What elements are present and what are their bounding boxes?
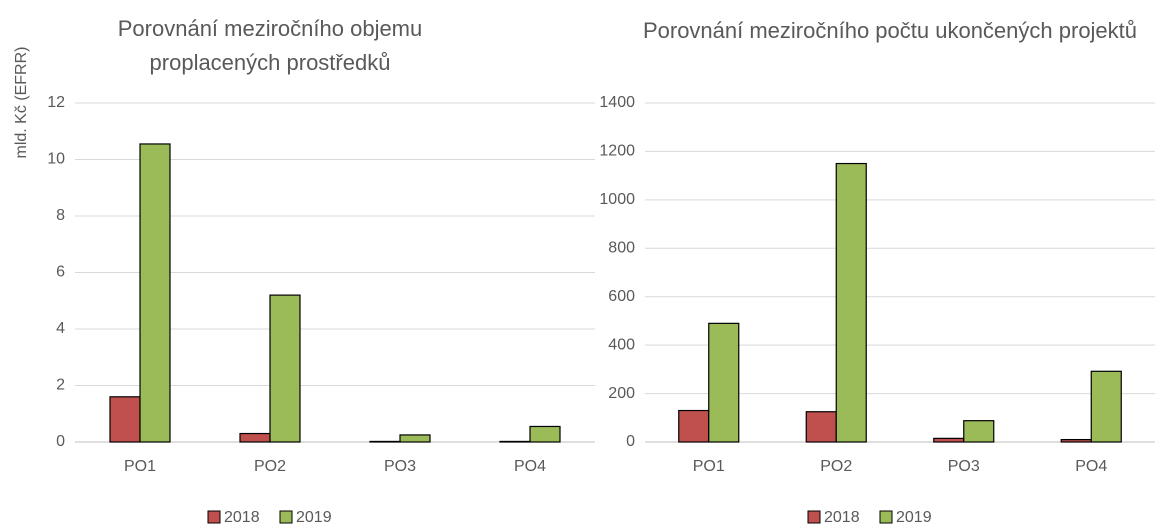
x-tick-label: PO4 xyxy=(514,458,546,475)
bar xyxy=(805,411,837,443)
y-tick-label: 6 xyxy=(56,264,65,281)
x-tick-label: PO4 xyxy=(1075,458,1107,475)
y-tick-label: 0 xyxy=(626,433,635,450)
y-tick-label: 200 xyxy=(608,385,635,402)
legend-swatch xyxy=(279,510,293,524)
legend-swatch xyxy=(879,510,893,524)
y-tick-label: 600 xyxy=(608,288,635,305)
x-tick-label: PO1 xyxy=(693,458,725,475)
legend-label: 2019 xyxy=(296,509,332,526)
bar xyxy=(1060,438,1092,443)
y-tick-label: 10 xyxy=(47,151,65,168)
y-tick-label: 400 xyxy=(608,336,635,353)
bar xyxy=(499,440,531,443)
y-tick-label: 8 xyxy=(56,207,65,224)
legend-label: 2018 xyxy=(224,509,260,526)
bar xyxy=(835,162,867,443)
y-tick-label: 800 xyxy=(608,240,635,257)
y-tick-label: 12 xyxy=(47,94,65,111)
bar xyxy=(369,440,401,443)
y-tick-label: 4 xyxy=(56,320,65,337)
bar xyxy=(239,432,271,443)
bar xyxy=(109,396,141,443)
y-tick-label: 1200 xyxy=(599,143,635,160)
bar xyxy=(269,294,301,443)
bar xyxy=(678,409,710,443)
chart-title: Porovnání meziročního počtu ukončených p… xyxy=(642,18,1138,43)
x-tick-label: PO2 xyxy=(820,458,852,475)
bar xyxy=(708,322,740,443)
bar xyxy=(1090,370,1122,443)
x-tick-label: PO1 xyxy=(124,458,156,475)
bar xyxy=(399,434,431,443)
y-tick-label: 1000 xyxy=(599,191,635,208)
chart-title: Porovnání meziročního objemu proplacenýc… xyxy=(117,16,423,75)
y-tick-label: 1400 xyxy=(599,94,635,111)
y-axis-label: mld. Kč (EFRR) xyxy=(13,47,30,159)
bar xyxy=(963,420,995,443)
x-tick-label: PO2 xyxy=(254,458,286,475)
x-tick-label: PO3 xyxy=(948,458,980,475)
legend-label: 2019 xyxy=(896,509,932,526)
y-tick-label: 2 xyxy=(56,377,65,394)
bar xyxy=(139,143,171,443)
legend-swatch xyxy=(807,510,821,524)
bar xyxy=(933,437,965,443)
bar xyxy=(529,425,561,443)
y-tick-label: 0 xyxy=(56,433,65,450)
legend-label: 2018 xyxy=(824,509,860,526)
x-tick-label: PO3 xyxy=(384,458,416,475)
legend-swatch xyxy=(207,510,221,524)
